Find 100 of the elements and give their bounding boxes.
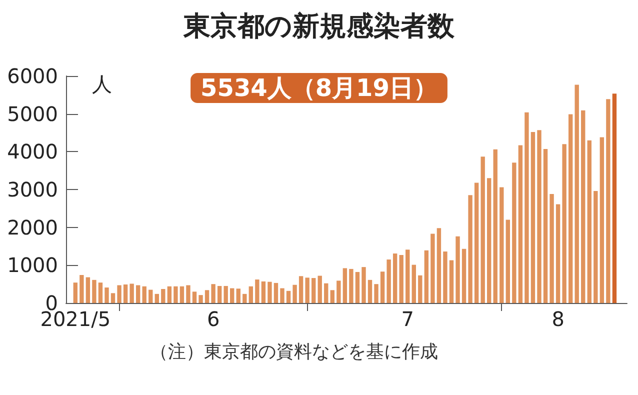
- bar: [493, 149, 498, 303]
- bar: [311, 278, 316, 303]
- bar: [86, 277, 90, 303]
- bar: [530, 132, 536, 303]
- bar: [556, 204, 560, 303]
- bar: [280, 288, 284, 303]
- bar: [412, 264, 416, 303]
- bar: [211, 284, 216, 303]
- bar: [130, 284, 134, 303]
- bar: [342, 268, 348, 303]
- bar: [148, 290, 153, 303]
- y-tick-label: 1000: [7, 253, 58, 278]
- bar: [512, 162, 516, 303]
- bar: [336, 280, 341, 303]
- annotation: 5534人（8月19日）: [200, 74, 438, 102]
- bar: [449, 260, 454, 303]
- bar: [255, 280, 260, 303]
- bar: [562, 144, 566, 303]
- bar: [374, 284, 378, 303]
- bar: [248, 286, 254, 303]
- bar: [487, 178, 492, 303]
- bar: [142, 286, 146, 303]
- bar: [399, 254, 404, 303]
- bar: [587, 140, 592, 303]
- bar: [174, 286, 178, 303]
- bar: [230, 288, 234, 303]
- bar: [392, 253, 398, 303]
- bar: [186, 285, 190, 303]
- bar: [362, 267, 366, 303]
- bar: [236, 288, 240, 303]
- bar: [574, 84, 579, 303]
- bar: [506, 220, 510, 303]
- bar: [204, 290, 210, 303]
- y-axis-title: 人: [92, 72, 112, 96]
- bar: [474, 182, 479, 303]
- bar: [117, 285, 122, 303]
- chart-title: 東京都の新規感染者数: [182, 11, 456, 42]
- bar: [324, 283, 328, 303]
- bar: [274, 282, 278, 303]
- y-tick-label: 5000: [7, 102, 58, 126]
- bar: [456, 236, 460, 303]
- bar: [418, 275, 422, 303]
- bar: [568, 114, 573, 303]
- bar: [73, 282, 78, 303]
- bar: [92, 280, 96, 303]
- bar: [123, 284, 128, 303]
- bar: [500, 187, 504, 303]
- bar: [217, 286, 222, 303]
- bar: [612, 94, 617, 303]
- bar: [380, 272, 385, 303]
- y-tick-label: 6000: [7, 64, 58, 88]
- bar: [581, 110, 586, 303]
- bar: [261, 281, 266, 303]
- y-tick-label: 3000: [7, 178, 58, 202]
- bar: [430, 234, 435, 303]
- bar: [286, 290, 291, 303]
- x-tick-label: 6: [206, 307, 220, 331]
- bar: [192, 292, 197, 303]
- bar: [167, 286, 172, 303]
- x-tick-label: 7: [401, 307, 414, 331]
- bar: [98, 282, 103, 303]
- bar: [594, 191, 598, 303]
- bar: [154, 294, 159, 303]
- bar: [110, 293, 116, 303]
- bar: [198, 295, 203, 303]
- bar: [550, 194, 554, 303]
- bar: [268, 282, 272, 303]
- bar: [355, 272, 360, 303]
- bar: [330, 290, 334, 303]
- bar: [104, 287, 109, 303]
- bar: [406, 250, 410, 303]
- bar: [462, 248, 466, 303]
- bar: [292, 284, 297, 303]
- bar: [224, 286, 228, 303]
- bar: [543, 149, 548, 303]
- text: （注）東京都の資料などを基に作成: [150, 342, 438, 362]
- bar: [443, 252, 448, 303]
- y-tick-label: 2000: [7, 215, 58, 240]
- bar: [161, 289, 166, 303]
- x-tick-label: 8: [552, 307, 564, 331]
- bar: [136, 285, 140, 303]
- bar: [318, 276, 322, 303]
- y-tick-label: 4000: [7, 140, 58, 164]
- bar: [424, 250, 429, 303]
- bar: [180, 286, 184, 303]
- bar: [468, 195, 472, 303]
- bar: [349, 268, 354, 303]
- bar: [600, 137, 604, 303]
- bar: [80, 275, 84, 303]
- bar: [305, 278, 310, 303]
- bar: [480, 156, 485, 303]
- bar: [242, 294, 247, 303]
- bar: [518, 145, 523, 303]
- bar: [537, 130, 542, 303]
- bar: [436, 228, 442, 303]
- bar: [368, 280, 372, 303]
- bar: [606, 99, 610, 303]
- bar: [298, 276, 304, 303]
- bar: [386, 259, 391, 303]
- bar: [524, 112, 529, 303]
